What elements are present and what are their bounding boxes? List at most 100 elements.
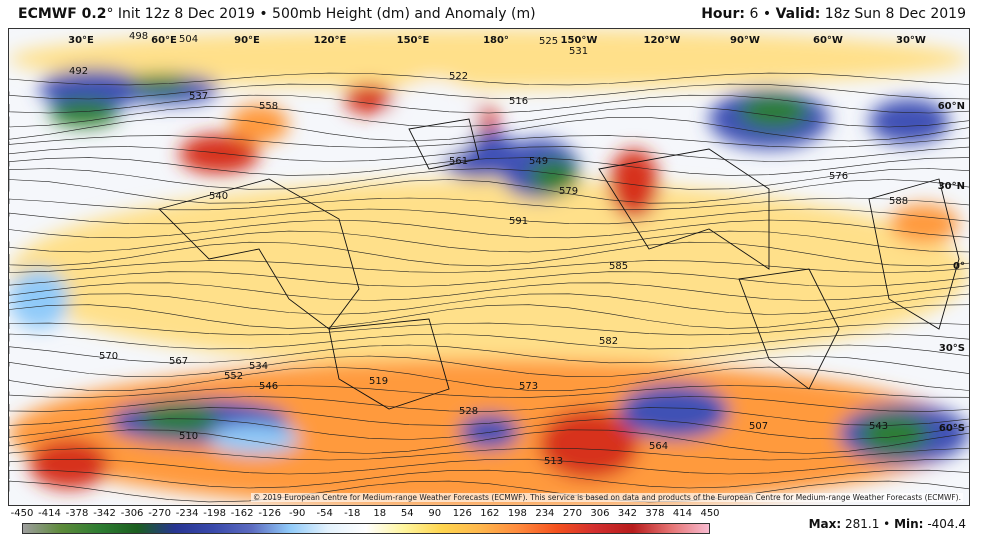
contour-line xyxy=(9,219,969,239)
contour-label: 531 xyxy=(569,46,588,57)
contour-label: 510 xyxy=(179,431,198,442)
valid-label: Valid: xyxy=(775,6,821,22)
contour-labels: 492 498 504 516 522 525 531 537 540 546 549 552 558 5… xyxy=(69,31,908,467)
coastlines xyxy=(158,118,960,410)
title-right: Hour: 6 • Valid: 18z Sun 8 Dec 2019 xyxy=(701,6,966,22)
title-bar: ECMWF 0.2° Init 12z 8 Dec 2019 • 500mb H… xyxy=(0,0,984,28)
legend-tick-label: 450 xyxy=(700,508,720,519)
contour-label: 570 xyxy=(99,351,118,362)
title-left: ECMWF 0.2° Init 12z 8 Dec 2019 • 500mb H… xyxy=(18,6,536,22)
legend-tick-label: -126 xyxy=(258,508,282,519)
legend-tick-label: -378 xyxy=(65,508,89,519)
contour-label: 576 xyxy=(829,171,848,182)
contour-label: 522 xyxy=(449,71,468,82)
coastline xyxy=(598,148,770,270)
contour-label: 582 xyxy=(599,336,618,347)
legend-tick-label: 126 xyxy=(452,508,472,519)
anomaly-blob xyxy=(209,424,299,454)
anomaly-blob xyxy=(9,29,969,89)
longitude-label: 90°E xyxy=(234,35,260,46)
copyright-notice: © 2019 European Centre for Medium-range … xyxy=(250,493,963,502)
contour-label: 537 xyxy=(189,91,208,102)
contour-line xyxy=(9,271,969,287)
anomaly-blob xyxy=(889,204,959,244)
contour-line xyxy=(9,72,969,86)
anomaly-blob xyxy=(129,74,189,92)
contour-line xyxy=(9,322,969,336)
contour-label: 561 xyxy=(449,156,468,167)
contour-line xyxy=(9,304,969,329)
contour-label: 546 xyxy=(259,381,278,392)
anomaly-blob xyxy=(529,159,579,194)
legend-tick-label: -342 xyxy=(93,508,116,519)
anomaly-blob xyxy=(229,104,289,144)
map-panel[interactable]: 30°E 60°E 90°E 120°E 150°E 180° 150°W 120°W 90°W… xyxy=(8,28,970,506)
contour-line xyxy=(9,168,969,190)
hour-label: Hour: xyxy=(701,6,746,22)
contour-label: 507 xyxy=(749,421,768,432)
latitude-label: 0° xyxy=(953,261,965,272)
contour-label: 567 xyxy=(169,356,188,367)
legend-tick-label: 270 xyxy=(562,508,582,519)
longitude-label: 120°W xyxy=(644,35,681,46)
coastline xyxy=(328,318,450,410)
contour-line xyxy=(9,146,969,162)
legend-tick-label: -414 xyxy=(38,508,61,519)
legend-tick-label: 234 xyxy=(535,508,555,519)
anomaly-blob xyxy=(49,99,119,127)
longitude-label: 150°W xyxy=(561,35,598,46)
anomaly-blob xyxy=(859,414,929,454)
contour-line xyxy=(9,230,969,253)
contour-line xyxy=(9,282,969,301)
contour-line xyxy=(9,396,969,412)
height-contours xyxy=(9,72,969,503)
contour-label: 585 xyxy=(609,261,628,272)
contour-label: 516 xyxy=(509,96,528,107)
contour-label: 534 xyxy=(249,361,268,372)
contour-line xyxy=(9,385,969,398)
contour-line xyxy=(9,260,969,273)
color-legend: -450 -414 -378 -342 -306 -270 -234 -198 -162 -126… xyxy=(8,508,720,544)
contour-line xyxy=(9,469,969,489)
legend-tick-label: -198 xyxy=(203,508,226,519)
contour-label: 564 xyxy=(649,441,668,452)
anomaly-blob xyxy=(459,414,519,449)
contour-line xyxy=(9,344,969,364)
contour-label: 519 xyxy=(369,376,388,387)
contour-label: 591 xyxy=(509,216,528,227)
contour-label: 549 xyxy=(529,156,548,167)
contour-line xyxy=(9,208,969,225)
stats-separator: • xyxy=(883,517,891,531)
contour-label: 558 xyxy=(259,101,278,112)
longitude-label: 90°W xyxy=(730,35,760,46)
legend-tick-label: -450 xyxy=(10,508,34,519)
anomaly-blob xyxy=(39,69,149,109)
legend-ticks: -450 -414 -378 -342 -306 -270 -234 -198 -162 -126… xyxy=(11,508,720,522)
anomaly-blob xyxy=(619,384,729,439)
anomaly-blob xyxy=(344,84,394,114)
legend-tick-label: 162 xyxy=(480,508,500,519)
contour-line xyxy=(9,447,969,461)
contour-label: 528 xyxy=(459,406,478,417)
contour-label: 513 xyxy=(544,456,563,467)
coastline xyxy=(408,118,480,170)
coastline xyxy=(738,268,840,390)
latitude-label: 30°S xyxy=(939,343,965,354)
separator-dot: • xyxy=(762,6,772,22)
anomaly-blob xyxy=(389,79,479,159)
legend-tick-label: 18 xyxy=(373,508,387,519)
latitude-label: 30°N xyxy=(938,181,965,192)
contour-line xyxy=(9,355,969,377)
contour-line xyxy=(9,179,969,204)
latitude-labels: 60°N 30°N 0° 30°S 60°S xyxy=(938,101,965,434)
legend-tick-label: -54 xyxy=(316,508,333,519)
hour-value: 6 xyxy=(749,6,759,22)
latitude-label: 60°S xyxy=(939,423,965,434)
max-label: Max: xyxy=(808,517,842,531)
contour-line xyxy=(9,429,969,454)
longitude-label: 150°E xyxy=(397,35,430,46)
contour-line xyxy=(9,83,969,100)
longitude-labels: 30°E 60°E 90°E 120°E 150°E 180° 150°W 120°W 90°W… xyxy=(68,35,926,46)
coastline xyxy=(868,178,960,330)
longitude-label: 30°E xyxy=(68,35,94,46)
